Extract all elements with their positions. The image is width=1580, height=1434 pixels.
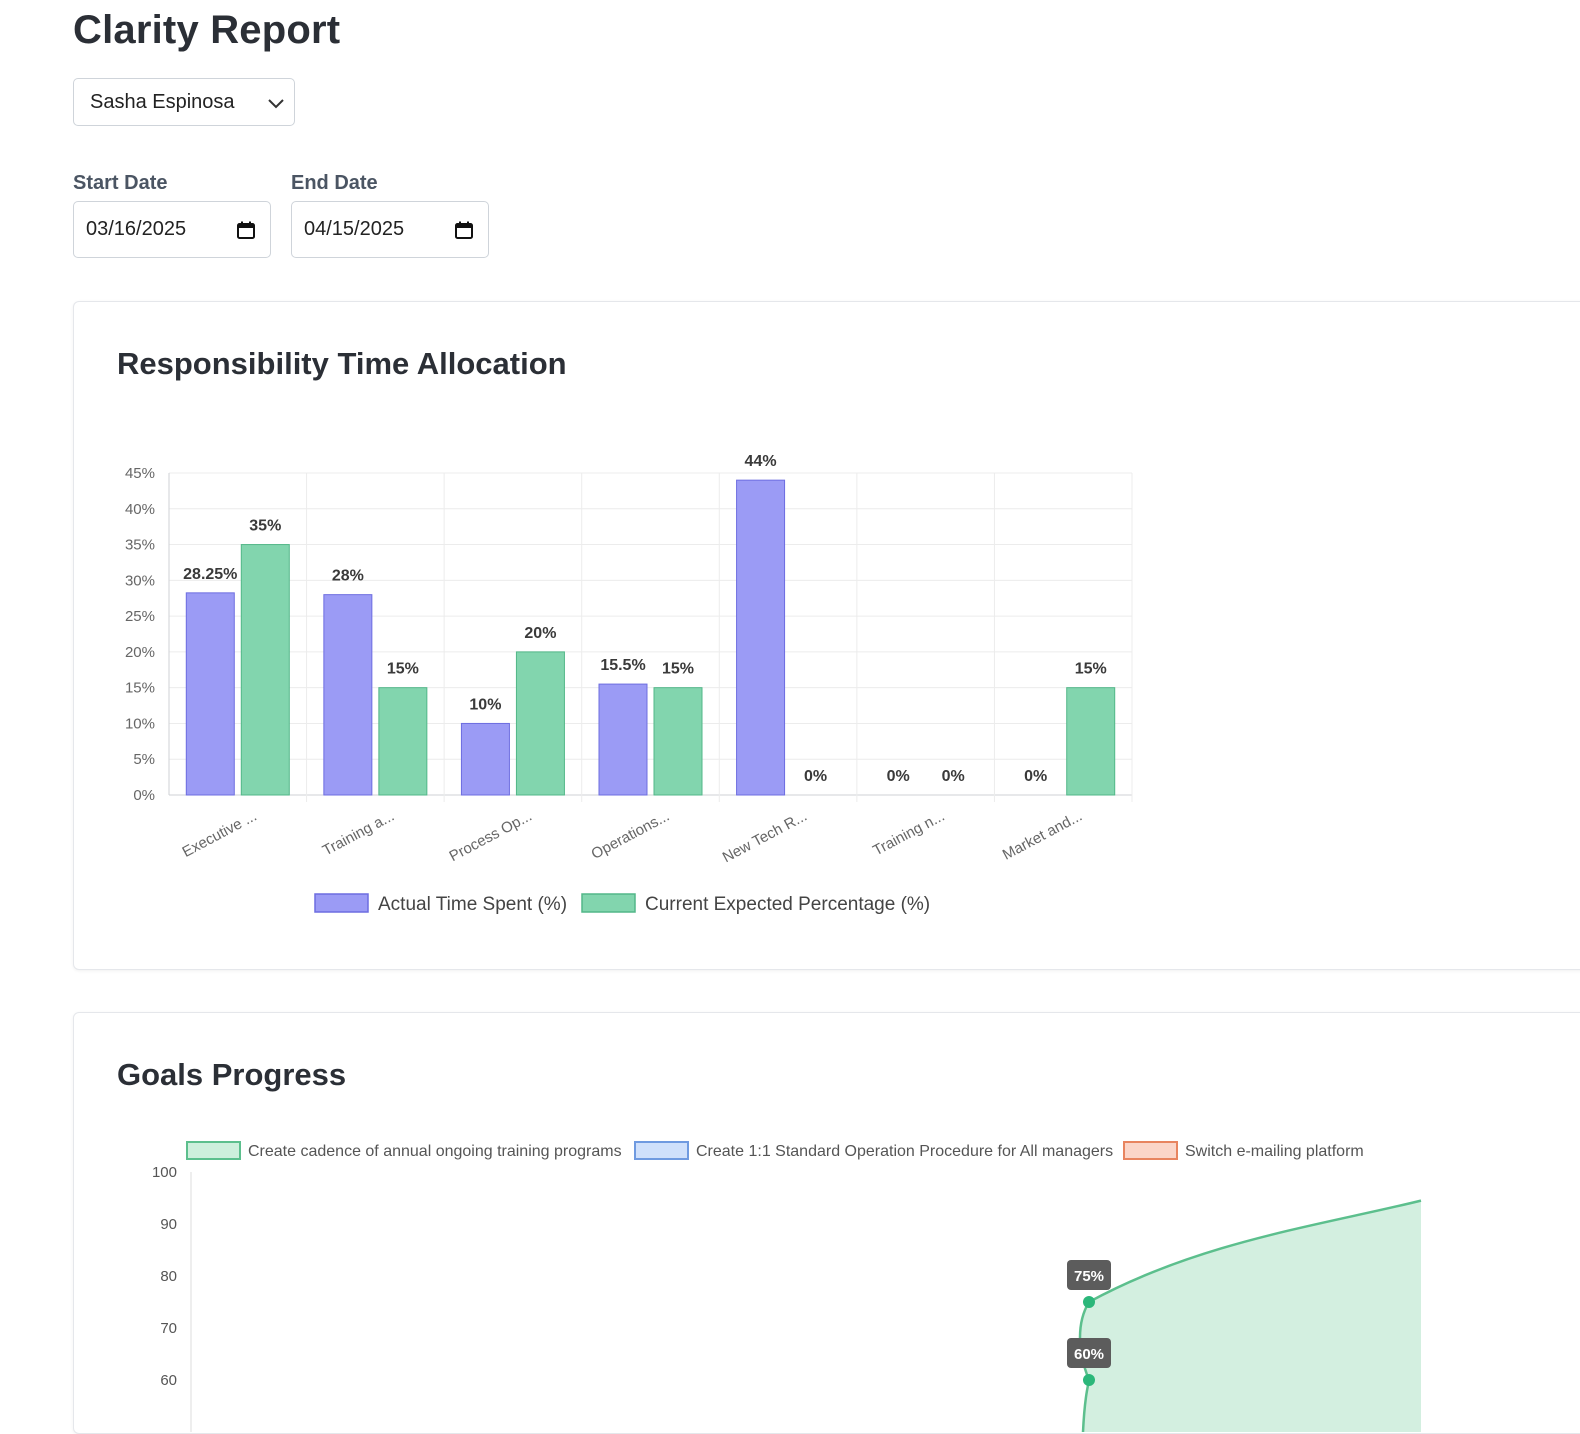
allocation-bar-chart: 0% 5% 10% 15% 20% 25% 30% 35% 40% 45% 28.25% 28% 10%… — [125, 453, 1133, 915]
allocation-card: Responsibility Time Allocation 0% 5% 10% 15… — [73, 301, 1580, 970]
start-date-label: Start Date — [73, 172, 168, 194]
x-tick-label: Market and... — [1000, 808, 1085, 864]
x-tick-label: New Tech R... — [720, 808, 810, 867]
x-tick-label: Training a... — [320, 808, 397, 860]
calendar-icon[interactable] — [236, 220, 256, 240]
y-tick-label: 0% — [133, 787, 155, 804]
legend-swatch[interactable] — [634, 1141, 689, 1160]
end-date-value: 04/15/2025 — [304, 218, 405, 240]
y-tick-label: 10% — [125, 715, 155, 732]
bar-value-label: 15% — [387, 661, 419, 678]
legend-swatch[interactable] — [581, 893, 636, 913]
point-label-bg — [1067, 1260, 1111, 1290]
start-date-value: 03/16/2025 — [86, 218, 187, 240]
allocation-card-title: Responsibility Time Allocation — [117, 346, 567, 381]
bar-value-label: 20% — [524, 625, 556, 642]
end-date-input[interactable]: 04/15/2025 — [291, 201, 489, 258]
legend-swatch[interactable] — [1123, 1141, 1178, 1160]
x-tick-label: Operations... — [589, 808, 673, 863]
legend-swatch[interactable] — [314, 893, 369, 913]
bar[interactable] — [378, 687, 428, 796]
goals-progress-chart: Create cadence of annual ongoing trainin… — [152, 1141, 1422, 1433]
bar[interactable] — [736, 479, 786, 796]
bar[interactable] — [460, 722, 510, 796]
person-select[interactable]: Sasha Espinosa — [73, 78, 295, 126]
legend-label[interactable]: Switch e-mailing platform — [1185, 1143, 1364, 1160]
y-tick-label: 40% — [125, 501, 155, 518]
y-tick-label: 30% — [125, 572, 155, 589]
point-label-bg — [1067, 1338, 1111, 1368]
y-tick-label: 15% — [125, 680, 155, 697]
end-date-label: End Date — [291, 172, 378, 194]
chevron-down-icon — [268, 99, 284, 109]
bar-value-label: 10% — [469, 696, 501, 713]
bar-value-label: 15% — [662, 661, 694, 678]
bar-value-label: 0% — [942, 768, 965, 785]
bar-value-label: 28.25% — [183, 566, 237, 583]
page-title: Clarity Report — [73, 8, 341, 52]
bar-value-label: 0% — [1024, 768, 1047, 785]
x-tick-label: Training n... — [870, 808, 947, 860]
area-fill — [1080, 1200, 1421, 1432]
legend-swatch[interactable] — [186, 1141, 241, 1160]
x-tick-label: Process Op... — [447, 808, 535, 866]
y-tick-label: 60 — [160, 1372, 177, 1389]
bar[interactable] — [598, 683, 648, 796]
bar[interactable] — [1066, 687, 1116, 796]
point-label: 75% — [1074, 1268, 1104, 1285]
y-tick-label: 35% — [125, 537, 155, 554]
data-point[interactable] — [1083, 1374, 1095, 1386]
bar[interactable] — [515, 651, 565, 796]
point-label: 60% — [1074, 1346, 1104, 1363]
bar-value-label: 44% — [745, 453, 777, 470]
goals-card-title: Goals Progress — [117, 1057, 347, 1092]
y-tick-label: 5% — [133, 751, 155, 768]
bar-value-label: 35% — [249, 518, 281, 535]
bar-value-label: 0% — [804, 768, 827, 785]
legend-label[interactable]: Current Expected Percentage (%) — [645, 894, 930, 915]
bar-value-label: 28% — [332, 568, 364, 585]
bar[interactable] — [653, 687, 703, 796]
y-tick-label: 25% — [125, 608, 155, 625]
data-point[interactable] — [1083, 1296, 1095, 1308]
bar-value-label: 15.5% — [600, 657, 645, 674]
y-tick-label: 45% — [125, 465, 155, 482]
y-tick-label: 70 — [160, 1320, 177, 1337]
goals-card: Goals Progress Create cadence of annual … — [73, 1012, 1580, 1434]
bar[interactable] — [240, 544, 290, 796]
legend-label[interactable]: Create 1:1 Standard Operation Procedure … — [696, 1143, 1113, 1160]
y-tick-label: 90 — [160, 1216, 177, 1233]
legend-label[interactable]: Create cadence of annual ongoing trainin… — [248, 1143, 622, 1160]
bar-value-label: 15% — [1075, 661, 1107, 678]
x-tick-label: Executive ... — [180, 808, 260, 861]
bar[interactable] — [323, 594, 373, 796]
bar[interactable] — [185, 592, 235, 796]
legend-label[interactable]: Actual Time Spent (%) — [378, 894, 567, 915]
y-tick-label: 80 — [160, 1268, 177, 1285]
bar-value-label: 0% — [887, 768, 910, 785]
y-tick-label: 20% — [125, 644, 155, 661]
person-select-value: Sasha Espinosa — [90, 90, 235, 113]
start-date-input[interactable]: 03/16/2025 — [73, 201, 271, 258]
y-tick-label: 100 — [152, 1164, 177, 1181]
calendar-icon[interactable] — [454, 220, 474, 240]
